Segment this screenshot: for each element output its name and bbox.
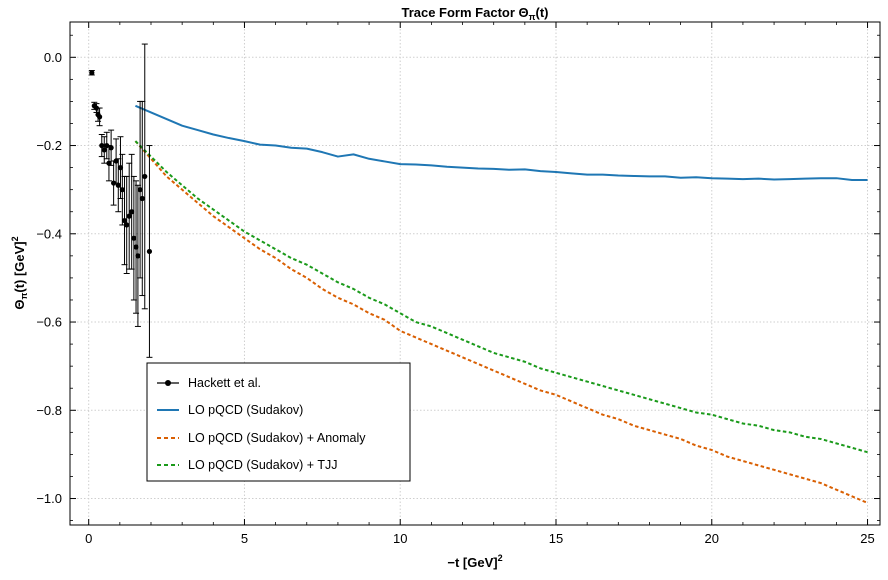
legend-label-hackett: Hackett et al. <box>188 376 261 390</box>
plot-frame <box>69 21 881 526</box>
series-lines <box>134 104 868 504</box>
x-tick-label: 5 <box>241 531 248 546</box>
data-marker <box>115 182 121 188</box>
y-tick-label: −1.0 <box>36 491 62 506</box>
data-marker <box>126 213 132 219</box>
data-marker <box>142 173 148 180</box>
data-marker <box>113 158 119 164</box>
hackett-data-point <box>134 184 141 327</box>
x-tick-label: 10 <box>393 531 407 546</box>
hackett-data-point <box>88 70 95 76</box>
y-axis-label: Θπ(t) [GeV]2 <box>10 236 29 309</box>
data-marker <box>99 142 105 149</box>
hackett-data-point <box>105 145 112 182</box>
legend-box <box>146 362 411 482</box>
hackett-data-point <box>113 138 120 184</box>
y-tick-label: −0.6 <box>36 315 62 330</box>
chart-title: Trace Form Factor Θπ(t) <box>401 5 548 22</box>
legend-item-sudakov: LO pQCD (Sudakov) <box>157 403 303 417</box>
data-marker <box>101 147 107 153</box>
x-tick-label: 0 <box>85 531 92 546</box>
y-tick-label: 0.0 <box>44 50 62 65</box>
data-marker <box>108 145 114 151</box>
y-tick-label: −0.2 <box>36 138 62 153</box>
x-tick-label: 20 <box>705 531 719 546</box>
y-tick-label: −0.4 <box>36 226 62 241</box>
data-marker <box>135 253 141 259</box>
data-marker <box>106 160 112 166</box>
data-marker <box>139 195 145 202</box>
series-line-lo-pqcd-sudakov-anomaly <box>134 140 868 504</box>
series-line-lo-pqcd-sudakov-tjj <box>134 140 868 454</box>
legend-label-tjj: LO pQCD (Sudakov) + TJJ <box>188 458 337 472</box>
data-marker <box>124 222 130 228</box>
data-marker <box>137 187 143 193</box>
legend-item-anomaly: LO pQCD (Sudakov) + Anomaly <box>157 431 366 445</box>
legend: Hackett et al. LO pQCD (Sudakov) LO pQCD… <box>146 362 411 482</box>
hackett-data-point <box>130 175 137 301</box>
data-marker <box>89 70 95 76</box>
x-tick-label: 25 <box>860 531 874 546</box>
hackett-data-point <box>146 145 153 358</box>
data-marker <box>133 244 139 250</box>
legend-marker-icon <box>165 380 171 386</box>
series-line-lo-pqcd-sudakov <box>135 104 868 181</box>
data-marker <box>129 209 135 215</box>
data-marker <box>96 114 103 120</box>
x-tick-label: 15 <box>549 531 563 546</box>
data-marker <box>131 235 137 241</box>
hackett-data-point <box>141 43 148 310</box>
hackett-data-point <box>96 107 103 127</box>
data-marker <box>146 248 153 255</box>
data-marker <box>121 217 128 224</box>
hackett-data-point <box>126 162 133 270</box>
legend-label-sudakov: LO pQCD (Sudakov) <box>188 403 303 417</box>
data-points <box>88 43 153 358</box>
legend-label-anomaly: LO pQCD (Sudakov) + Anomaly <box>188 431 366 445</box>
legend-item-hackett: Hackett et al. <box>157 376 261 390</box>
hackett-data-point <box>128 153 135 270</box>
legend-item-tjj: LO pQCD (Sudakov) + TJJ <box>157 458 337 472</box>
data-marker <box>119 187 125 193</box>
axis-ticks: 0 5 10 15 20 25 0.0 −0.2 −0.4 −0.6 −0.8 −1.0 <box>36 22 880 546</box>
x-axis-label: −t [GeV]2 <box>447 553 502 570</box>
y-tick-label: −0.8 <box>36 403 62 418</box>
data-marker <box>117 165 124 171</box>
